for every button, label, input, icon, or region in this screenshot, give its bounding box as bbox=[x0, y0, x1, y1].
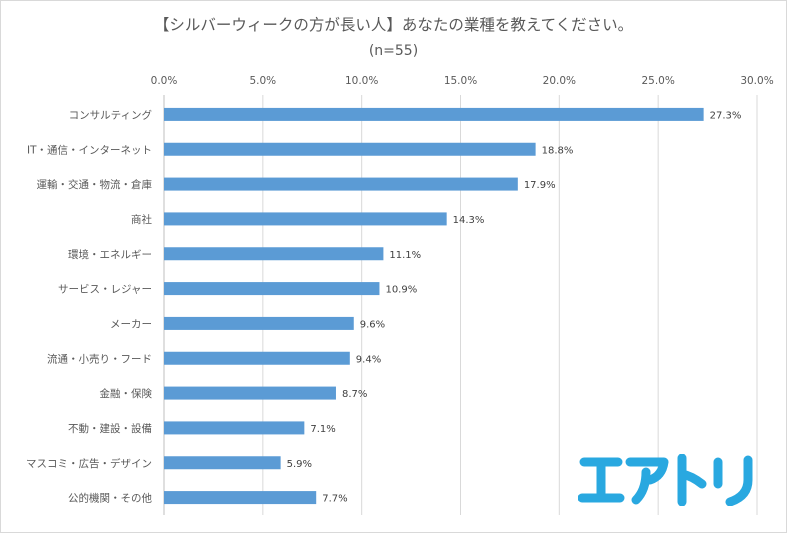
category-label: メーカー bbox=[110, 318, 152, 330]
x-tick-label: 15.0% bbox=[444, 75, 477, 87]
data-label: 7.1% bbox=[310, 424, 335, 435]
category-label: サービス・レジャー bbox=[58, 284, 152, 296]
x-tick-label: 25.0% bbox=[641, 75, 674, 87]
grid-lines bbox=[163, 95, 758, 515]
chart-subtitle: (n=55) bbox=[368, 43, 419, 59]
bar bbox=[164, 386, 336, 400]
data-label: 8.7% bbox=[342, 389, 367, 400]
bars bbox=[164, 107, 704, 505]
bar bbox=[164, 316, 354, 330]
data-label: 9.6% bbox=[360, 319, 385, 330]
x-tick-label: 10.0% bbox=[345, 75, 378, 87]
x-axis-ticks: 0.0% 5.0% 10.0% 15.0% 20.0% 25.0% 30.0% bbox=[151, 75, 774, 87]
bar bbox=[164, 212, 447, 226]
category-label: 金融・保険 bbox=[100, 387, 153, 400]
bar bbox=[164, 177, 518, 191]
bar bbox=[164, 107, 704, 121]
bar bbox=[164, 142, 536, 156]
chart-title: 【シルバーウィークの方が長い人】あなたの業種を教えてください。 bbox=[153, 16, 634, 34]
bar bbox=[164, 456, 281, 470]
category-label: 商社 bbox=[131, 213, 152, 226]
category-label: 公的機関・その他 bbox=[68, 492, 152, 505]
data-label: 9.4% bbox=[356, 354, 381, 365]
bar bbox=[164, 282, 380, 296]
x-tick-label: 20.0% bbox=[543, 75, 576, 87]
x-tick-label: 5.0% bbox=[249, 75, 276, 87]
x-tick-label: 0.0% bbox=[151, 75, 178, 87]
data-label: 7.7% bbox=[322, 494, 347, 505]
bar bbox=[164, 247, 384, 261]
data-label: 17.9% bbox=[524, 180, 556, 191]
bar bbox=[164, 491, 317, 505]
data-label: 14.3% bbox=[453, 215, 485, 226]
category-label: IT・通信・インターネット bbox=[27, 144, 152, 156]
data-label: 10.9% bbox=[385, 285, 417, 296]
category-label: 運輸・交通・物流・倉庫 bbox=[37, 178, 153, 191]
data-label: 27.3% bbox=[710, 110, 742, 121]
data-label: 11.1% bbox=[389, 250, 421, 261]
category-labels: コンサルティング IT・通信・インターネット運輸・交通・物流・倉庫商社環境・エネル… bbox=[26, 108, 152, 504]
airtrip-logo bbox=[578, 454, 753, 506]
category-label: 流通・小売り・フード bbox=[47, 352, 152, 365]
category-label: コンサルティング bbox=[69, 108, 153, 121]
category-label: 不動・建設・設備 bbox=[68, 422, 152, 435]
data-label: 5.9% bbox=[287, 459, 312, 470]
data-labels: 27.3% 18.8% 17.9% 14.3% 11.1% 10.9% 9.6% 9.4% 8.… bbox=[287, 110, 742, 504]
bar bbox=[164, 421, 305, 435]
category-label: マスコミ・広告・デザイン bbox=[26, 457, 152, 470]
data-label: 18.8% bbox=[542, 145, 574, 156]
bar bbox=[164, 351, 350, 365]
category-label: 環境・エネルギー bbox=[68, 248, 152, 261]
x-tick-label: 30.0% bbox=[740, 75, 773, 87]
